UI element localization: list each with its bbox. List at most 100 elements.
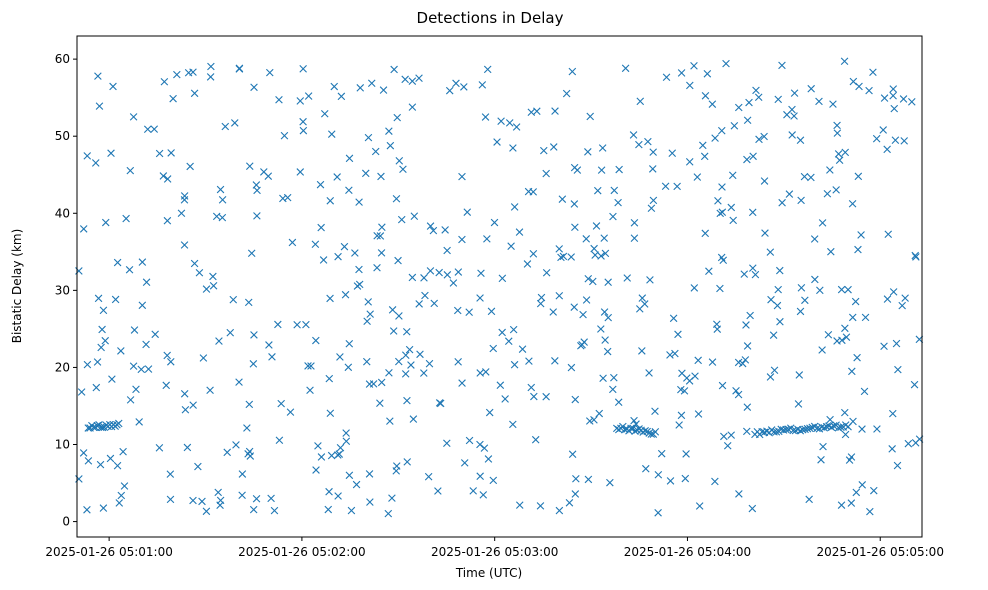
- data-point: [302, 320, 310, 329]
- data-point: [99, 306, 108, 315]
- data-point: [92, 383, 101, 392]
- data-point: [509, 325, 518, 334]
- data-point: [641, 427, 649, 435]
- data-point: [531, 435, 540, 444]
- data-point: [415, 300, 423, 308]
- data-point: [714, 197, 722, 205]
- data-point: [603, 347, 612, 356]
- data-point: [677, 69, 686, 77]
- data-point: [314, 442, 322, 450]
- data-point: [111, 295, 120, 304]
- data-point: [91, 159, 100, 167]
- data-point: [854, 172, 863, 181]
- data-point: [229, 295, 238, 304]
- data-point: [79, 449, 88, 457]
- chart-title: Detections in Delay: [417, 9, 564, 27]
- data-point: [801, 296, 809, 305]
- data-point: [367, 79, 376, 88]
- data-point: [694, 410, 703, 418]
- data-point: [326, 197, 335, 205]
- data-point: [677, 411, 686, 420]
- data-point: [189, 496, 197, 505]
- data-point: [355, 198, 363, 206]
- data-point: [515, 501, 524, 509]
- data-point: [567, 363, 576, 372]
- data-point: [869, 68, 877, 77]
- data-point: [690, 284, 699, 292]
- data-point: [379, 86, 388, 94]
- data-point: [317, 223, 325, 232]
- data-point: [312, 466, 320, 474]
- data-point: [872, 134, 881, 143]
- data-point: [666, 477, 675, 485]
- data-point: [515, 228, 524, 236]
- data-point: [817, 455, 825, 464]
- data-point: [369, 380, 378, 388]
- data-point: [600, 234, 609, 242]
- data-point: [673, 182, 681, 191]
- data-point: [816, 286, 824, 295]
- data-point: [627, 424, 635, 433]
- data-point: [718, 381, 727, 390]
- data-point: [177, 209, 186, 218]
- data-point: [778, 198, 786, 207]
- data-point: [366, 498, 374, 506]
- data-point: [299, 65, 307, 73]
- x-axis-label: Time (UTC): [455, 566, 522, 580]
- data-point: [894, 365, 902, 374]
- data-point: [551, 357, 559, 365]
- data-point: [479, 491, 488, 499]
- data-point: [837, 285, 846, 294]
- data-point: [766, 373, 775, 381]
- data-point: [181, 405, 190, 414]
- data-point: [249, 360, 258, 368]
- data-point: [465, 436, 474, 445]
- data-point: [361, 169, 370, 178]
- data-point: [430, 299, 439, 308]
- data-point: [703, 69, 712, 78]
- data-point: [96, 460, 105, 469]
- data-point: [180, 241, 189, 249]
- data-point: [824, 330, 833, 339]
- data-point: [286, 408, 295, 416]
- data-point: [649, 148, 657, 156]
- data-point: [377, 172, 385, 181]
- data-point: [441, 226, 449, 234]
- data-point: [632, 420, 640, 428]
- data-point: [847, 499, 856, 507]
- data-point: [142, 278, 151, 286]
- data-point: [484, 455, 493, 463]
- data-point: [717, 126, 726, 135]
- data-point: [529, 188, 538, 196]
- data-point: [823, 189, 832, 198]
- data-point: [173, 70, 181, 79]
- data-point: [597, 325, 605, 333]
- data-point: [601, 249, 610, 258]
- data-point: [244, 450, 252, 458]
- data-point: [827, 247, 835, 256]
- data-point: [477, 269, 485, 278]
- data-point: [443, 246, 451, 255]
- data-point: [570, 303, 579, 311]
- data-point: [132, 385, 140, 394]
- data-point: [167, 357, 175, 366]
- data-point: [336, 443, 345, 452]
- data-point: [677, 385, 685, 394]
- data-point: [135, 418, 143, 426]
- data-point: [325, 487, 333, 496]
- data-point: [601, 336, 609, 344]
- data-point: [342, 429, 350, 437]
- data-point: [421, 291, 429, 300]
- data-point: [252, 494, 261, 503]
- data-point: [829, 100, 837, 108]
- data-point: [570, 200, 579, 208]
- data-point: [166, 495, 175, 504]
- data-point: [221, 122, 230, 131]
- data-point: [586, 112, 594, 121]
- data-point: [250, 331, 258, 339]
- data-point: [443, 439, 451, 448]
- data-point: [826, 166, 834, 174]
- data-point: [669, 314, 678, 323]
- data-point: [460, 83, 468, 91]
- data-point: [769, 331, 778, 339]
